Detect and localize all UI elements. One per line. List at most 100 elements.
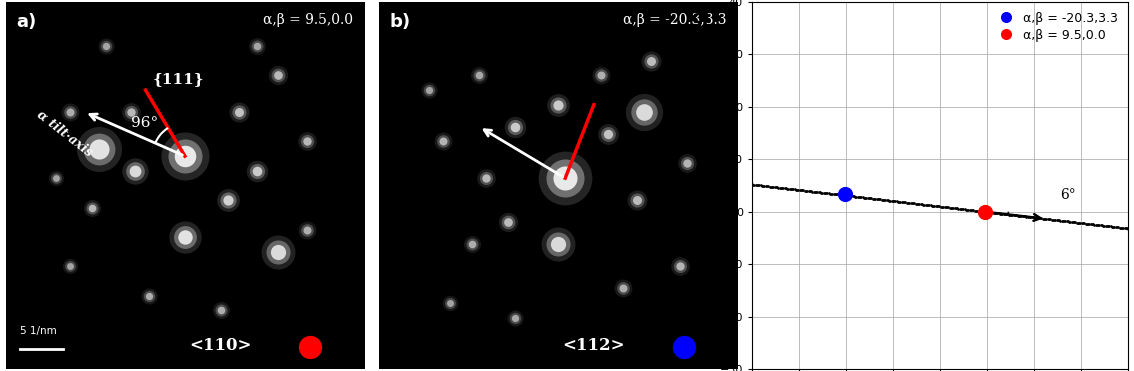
Text: 6°: 6°: [1060, 188, 1076, 201]
Point: [61, 263, 79, 269]
Point: [90, 146, 108, 152]
Text: c): c): [692, 9, 711, 27]
Point: [675, 344, 693, 350]
Point: [556, 175, 574, 181]
Point: [471, 72, 489, 78]
Text: b): b): [390, 13, 411, 31]
Point: [463, 241, 481, 247]
Point: [269, 72, 287, 78]
Point: [126, 168, 144, 174]
Point: [269, 72, 287, 78]
Point: [441, 300, 459, 306]
Point: [549, 102, 567, 108]
Point: [302, 344, 320, 350]
Point: [176, 153, 194, 159]
Point: [298, 138, 316, 144]
Point: [628, 197, 646, 203]
Point: [83, 204, 101, 210]
Point: [122, 109, 141, 115]
Point: [549, 241, 567, 247]
Point: [176, 153, 194, 159]
Point: [635, 109, 653, 115]
Point: [678, 161, 696, 167]
Point: [269, 249, 287, 255]
Point: [298, 138, 316, 144]
Legend: α,β = -20.3,3.3, α,β = 9.5,0.0: α,β = -20.3,3.3, α,β = 9.5,0.0: [990, 8, 1122, 45]
Point: [628, 197, 646, 203]
Point: [549, 241, 567, 247]
Point: [46, 175, 65, 181]
Point: [628, 197, 646, 203]
Point: [434, 138, 452, 144]
Point: [176, 153, 194, 159]
Point: [298, 138, 316, 144]
Point: [122, 109, 141, 115]
Point: [599, 131, 617, 137]
Point: [613, 285, 632, 291]
Point: [98, 43, 116, 49]
Point: [139, 293, 158, 299]
Point: [230, 109, 248, 115]
Point: [463, 241, 481, 247]
Text: α tilt·axis: α tilt·axis: [34, 108, 95, 159]
Text: a): a): [16, 13, 36, 31]
Point: [642, 58, 660, 63]
Point: [247, 43, 265, 49]
Point: [613, 285, 632, 291]
Point: [247, 168, 265, 174]
Point: [556, 175, 574, 181]
Point: [549, 102, 567, 108]
Point: [61, 263, 79, 269]
Point: [463, 241, 481, 247]
Point: [420, 87, 438, 93]
Point: [176, 234, 194, 240]
Point: [126, 168, 144, 174]
Point: [506, 124, 524, 130]
Point: [46, 175, 65, 181]
Point: [592, 72, 610, 78]
Point: [556, 175, 574, 181]
Point: [635, 109, 653, 115]
Point: [230, 109, 248, 115]
Y-axis label: β (degrees): β (degrees): [702, 141, 717, 230]
Point: [678, 161, 696, 167]
Point: [61, 109, 79, 115]
Point: [477, 175, 496, 181]
Point: [441, 300, 459, 306]
Point: [477, 175, 496, 181]
Point: [613, 285, 632, 291]
Point: [836, 191, 854, 197]
Text: α,β = 9.5,0.0: α,β = 9.5,0.0: [263, 13, 354, 27]
Point: [642, 58, 660, 63]
Point: [506, 315, 524, 321]
Point: [642, 58, 660, 63]
Point: [83, 204, 101, 210]
Point: [139, 293, 158, 299]
Point: [230, 109, 248, 115]
Point: [247, 43, 265, 49]
Text: 96°: 96°: [132, 116, 159, 130]
Point: [139, 293, 158, 299]
Point: [671, 263, 689, 269]
Point: [269, 249, 287, 255]
Point: [90, 146, 108, 152]
Text: α,β = -20.3,3.3: α,β = -20.3,3.3: [623, 13, 727, 27]
Point: [592, 72, 610, 78]
Point: [212, 308, 230, 313]
Point: [247, 168, 265, 174]
Point: [671, 263, 689, 269]
Text: <112>: <112>: [562, 338, 625, 354]
Point: [122, 109, 141, 115]
Point: [61, 263, 79, 269]
Point: [499, 219, 517, 225]
Point: [506, 124, 524, 130]
Point: [441, 300, 459, 306]
Point: [499, 219, 517, 225]
Point: [219, 197, 237, 203]
Point: [269, 249, 287, 255]
Text: <110>: <110>: [189, 338, 252, 354]
Point: [671, 263, 689, 269]
Point: [549, 102, 567, 108]
Point: [298, 227, 316, 233]
Point: [506, 315, 524, 321]
